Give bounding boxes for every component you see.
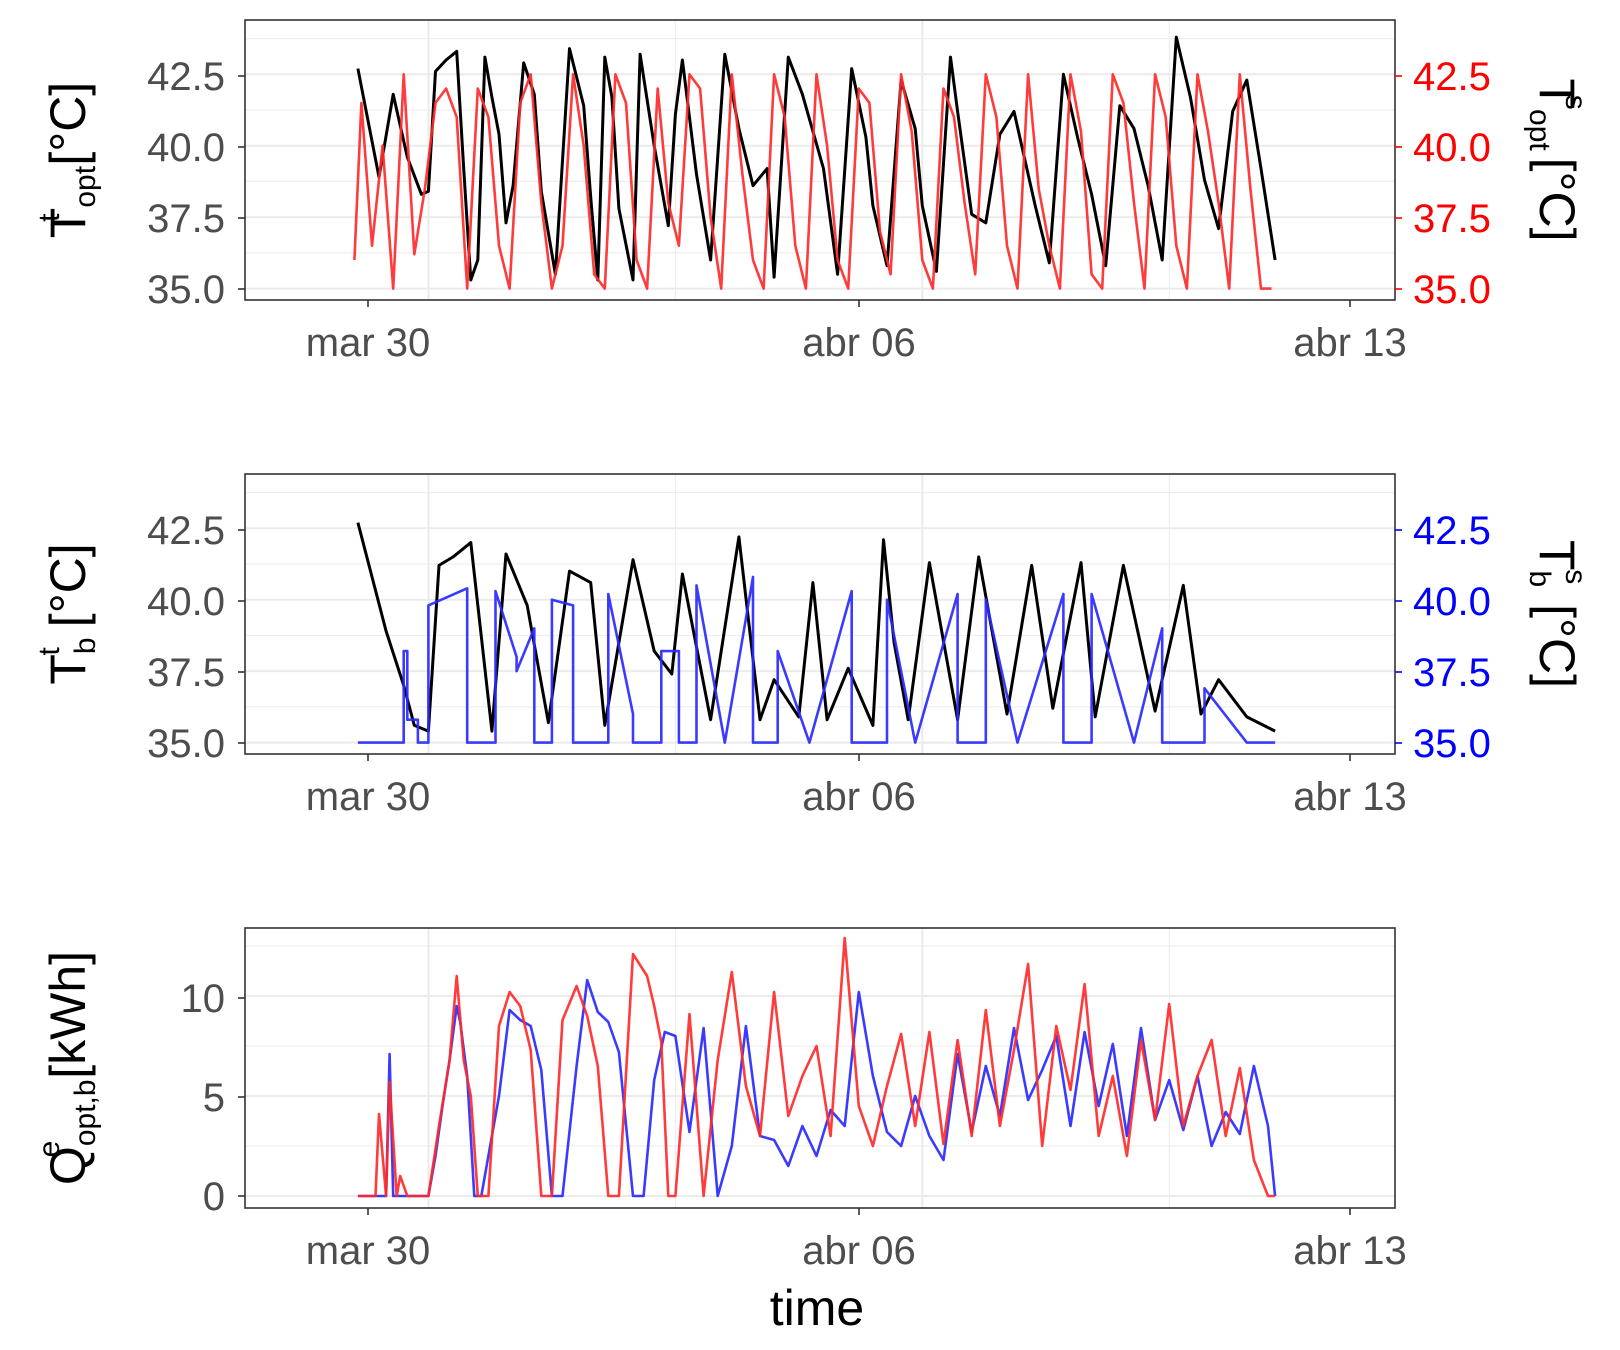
y-tick-label: 40.0 <box>147 126 225 170</box>
y-title-unit: [kWh] <box>40 951 96 1079</box>
y-title-base: T <box>40 654 96 685</box>
y-tick-label: 37.5 <box>147 651 225 695</box>
series-line-t-b-t <box>356 522 1276 733</box>
y2-title-unit: [°C] <box>1529 590 1585 688</box>
y2-title-sub: opt <box>1523 109 1556 151</box>
x-tick-label: abr 13 <box>1293 775 1406 819</box>
panel-t-b-y2-title: Tb s [°C] <box>1523 540 1592 688</box>
y2-tick-label: 37.5 <box>1413 197 1491 241</box>
panel-q-y-ticks: 0 5 10 <box>181 977 245 1219</box>
y2-tick-label: 40.0 <box>1413 580 1491 624</box>
y2-tick-label: 40.0 <box>1413 126 1491 170</box>
y-title-unit: [°C] <box>40 82 96 180</box>
series-line-t-opt-t <box>356 35 1277 282</box>
y-title-base: T <box>40 208 96 239</box>
y2-title-base: T <box>1529 78 1585 109</box>
panel-t-opt: 35.0 37.5 40.0 42.5 35.0 37.5 40.0 42.5 … <box>33 19 1592 365</box>
y-title-sub: opt,b <box>69 1079 102 1146</box>
y-title-sub: opt <box>69 165 102 207</box>
panel-t-b-y2-ticks: 35.0 37.5 40.0 42.5 <box>1395 509 1491 766</box>
x-axis-title: time <box>770 1280 864 1336</box>
y-tick-label: 5 <box>203 1076 225 1120</box>
y2-title-sub: b <box>1523 571 1556 588</box>
panel-q-y-title: Qopt,be [kWh] <box>33 951 102 1185</box>
panel-t-b-series <box>356 522 1276 744</box>
y2-title-sup: s <box>1559 569 1592 584</box>
y-title-base: Q <box>40 1146 96 1185</box>
y-title-sup: e <box>33 1141 66 1158</box>
y2-tick-label: 42.5 <box>1413 509 1491 553</box>
y-tick-label: 37.5 <box>147 197 225 241</box>
x-tick-label: mar 30 <box>306 321 431 365</box>
y-title-sup: t <box>33 646 66 655</box>
panel-t-opt-series <box>353 35 1277 290</box>
panel-q-x-ticks: mar 30 abr 06 abr 13 <box>306 1208 1407 1273</box>
series-line-red <box>357 936 1276 1198</box>
y-tick-label: 42.5 <box>147 55 225 99</box>
y2-title-base: T <box>1529 540 1585 571</box>
x-tick-label: abr 13 <box>1293 321 1406 365</box>
y2-tick-label: 35.0 <box>1413 268 1491 312</box>
x-tick-label: abr 06 <box>802 775 915 819</box>
y2-tick-label: 37.5 <box>1413 651 1491 695</box>
y-title-sup: t <box>33 213 66 222</box>
panel-t-b: 35.0 37.5 40.0 42.5 35.0 37.5 40.0 42.5 … <box>33 473 1592 819</box>
x-tick-label: abr 13 <box>1293 1229 1406 1273</box>
panel-t-b-border <box>244 473 1396 755</box>
y-title-unit: [°C] <box>40 543 96 641</box>
y2-tick-label: 35.0 <box>1413 722 1491 766</box>
y-title-sub: b <box>69 637 102 654</box>
series-line-blue <box>357 978 1277 1198</box>
series-line-t-b-s <box>357 575 1276 744</box>
y2-title-unit: [°C] <box>1529 144 1585 242</box>
y-tick-label: 40.0 <box>147 580 225 624</box>
panel-t-opt-y2-title: Topts [°C] <box>1523 78 1592 241</box>
y2-tick-label: 42.5 <box>1413 55 1491 99</box>
y-tick-label: 10 <box>181 977 226 1021</box>
panel-t-opt-y-title: Toptt [°C] <box>33 82 102 238</box>
panel-q-series <box>357 936 1277 1198</box>
panel-t-b-y-title: Tbt [°C] <box>33 543 102 684</box>
x-tick-label: mar 30 <box>306 1229 431 1273</box>
y-tick-label: 35.0 <box>147 722 225 766</box>
y-tick-label: 42.5 <box>147 509 225 553</box>
panel-t-opt-y2-ticks: 35.0 37.5 40.0 42.5 <box>1395 55 1491 312</box>
y-tick-label: 0 <box>203 1175 225 1219</box>
panel-q-border <box>244 927 1396 1209</box>
panel-t-b-y-ticks: 35.0 37.5 40.0 42.5 <box>147 509 245 766</box>
panel-t-opt-border <box>244 19 1396 301</box>
series-line-t-opt-s <box>353 73 1272 290</box>
panel-t-opt-x-ticks: mar 30 abr 06 abr 13 <box>306 300 1407 365</box>
panel-t-b-x-ticks: mar 30 abr 06 abr 13 <box>306 754 1407 819</box>
y2-title-sup: s <box>1559 95 1592 110</box>
panel-t-opt-y-ticks: 35.0 37.5 40.0 42.5 <box>147 55 245 312</box>
x-tick-label: abr 06 <box>802 1229 915 1273</box>
x-tick-label: mar 30 <box>306 775 431 819</box>
x-tick-label: abr 06 <box>802 321 915 365</box>
y-tick-label: 35.0 <box>147 268 225 312</box>
panel-q: 0 5 10 mar 30 abr 06 abr 13 Qopt,be [kWh] <box>33 927 1407 1273</box>
